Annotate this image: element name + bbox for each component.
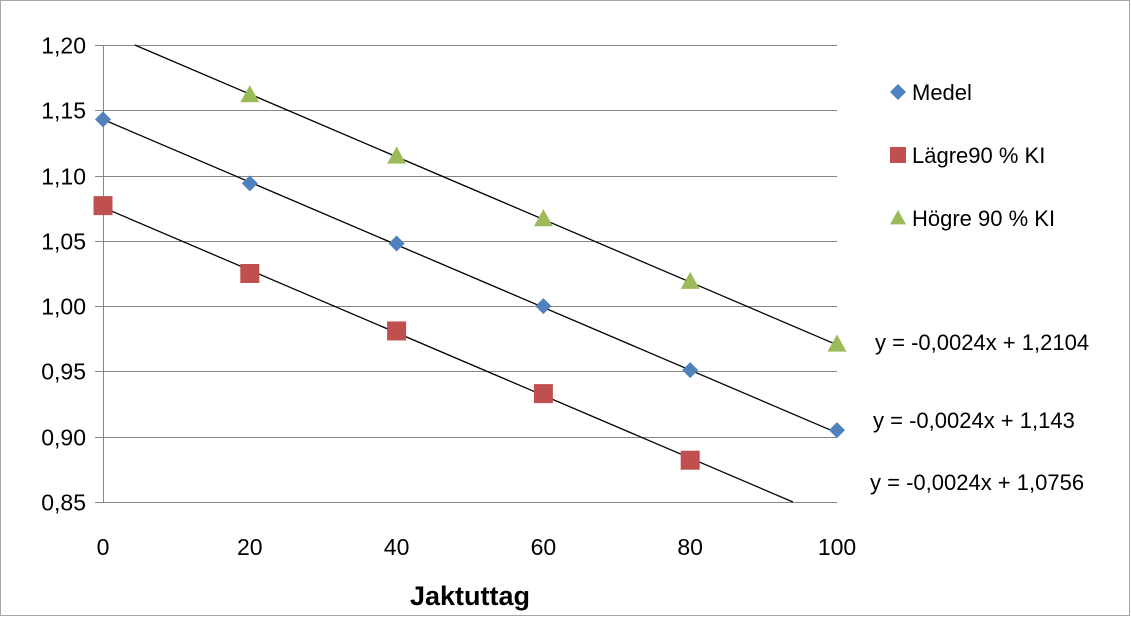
y-tick-label: 1,05 [41, 229, 86, 255]
legend-label: Medel [912, 80, 972, 105]
data-point [680, 450, 700, 470]
x-tick-labels: 0 20 40 60 80 100 [97, 534, 857, 560]
data-point [682, 362, 699, 379]
trendline-equations: y = -0,0024x + 1,143 y = -0,0024x + 1,075… [870, 330, 1089, 495]
x-tick-label: 0 [97, 534, 110, 560]
data-point [240, 264, 260, 283]
data-point [95, 111, 111, 128]
trendline-equation: y = -0,0024x + 1,0756 [870, 470, 1084, 495]
data-point [93, 196, 113, 216]
legend-label: Högre 90 % KI [912, 206, 1055, 231]
y-tick-label: 1,20 [41, 33, 86, 59]
data-point [241, 175, 258, 192]
x-tick-label: 80 [677, 534, 703, 560]
trendline-equation: y = -0,0024x + 1,143 [873, 408, 1075, 433]
data-point [680, 271, 700, 289]
data-point [535, 298, 552, 315]
data-point [387, 146, 407, 164]
trendline [102, 118, 838, 434]
data-point [240, 85, 260, 103]
legend-marker [890, 84, 906, 100]
data-point [387, 321, 407, 341]
data-point [533, 209, 553, 227]
y-tick-label: 0,90 [41, 425, 86, 451]
x-tick-label: 100 [818, 534, 856, 560]
x-axis-label: Jaktuttag [410, 581, 530, 611]
y-tick-labels: 0,85 0,90 0,95 1,00 1,05 1,10 1,15 1,20 [41, 33, 86, 516]
x-tick-label: 20 [237, 534, 263, 560]
y-tick-label: 1,00 [41, 294, 86, 320]
y-tick-label: 0,85 [41, 490, 86, 516]
x-tick-label: 40 [384, 534, 410, 560]
x-tick-label: 60 [531, 534, 557, 560]
data-markers [93, 85, 847, 470]
data-point [827, 334, 847, 352]
data-point [388, 235, 405, 252]
legend-marker [890, 210, 906, 225]
trendline [102, 206, 794, 503]
data-point [829, 422, 845, 439]
legend: Medel Lägre90 % KI Högre 90 % KI [890, 80, 1055, 231]
legend-label: Lägre90 % KI [912, 143, 1045, 168]
y-tick-label: 1,10 [41, 164, 86, 190]
legend-marker [890, 147, 906, 163]
trendline-equation: y = -0,0024x + 1,2104 [875, 330, 1089, 355]
y-tick-label: 0,95 [41, 359, 86, 385]
y-tick-label: 1,15 [41, 98, 86, 124]
data-point [533, 384, 553, 404]
